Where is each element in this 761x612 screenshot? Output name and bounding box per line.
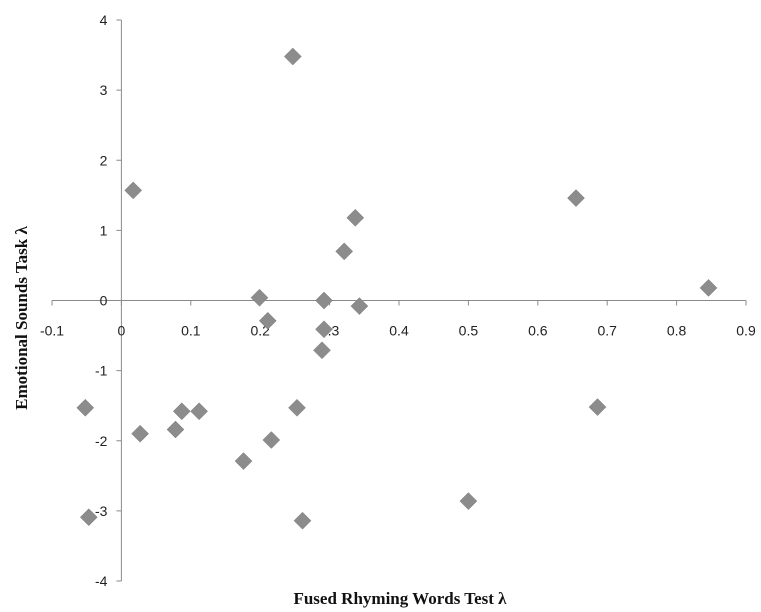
y-tick-label: -2	[95, 433, 108, 449]
data-points	[76, 47, 718, 530]
data-point	[288, 398, 306, 417]
y-tick-label: 2	[100, 152, 108, 168]
data-point	[459, 492, 478, 510]
data-point	[350, 297, 369, 315]
y-tick-label: 3	[100, 82, 108, 98]
data-point	[79, 508, 98, 527]
y-tick-label: 1	[100, 222, 108, 238]
y-tick-labels: 4 3 2 1 0 -1 -2 -3 -4	[95, 12, 108, 589]
data-point	[315, 291, 333, 310]
x-tick-label: 0.7	[597, 323, 617, 339]
data-point	[335, 242, 354, 261]
data-point	[190, 402, 208, 421]
data-point	[567, 189, 585, 207]
x-tick-label: 0.4	[389, 323, 409, 339]
data-point	[346, 208, 365, 227]
x-tick-label: 0.5	[459, 323, 479, 339]
data-point	[172, 402, 191, 421]
x-tick-label: 0.1	[181, 323, 201, 339]
y-tick-label: 4	[100, 12, 108, 28]
x-tick-label: 0.9	[736, 323, 756, 339]
y-tick-label: 0	[100, 293, 108, 309]
x-tick-label: -0.1	[40, 323, 64, 339]
data-point	[234, 452, 253, 470]
data-point	[313, 341, 331, 360]
data-point	[124, 181, 143, 200]
x-axis-title: Fused Rhyming Words Test λ	[293, 589, 507, 608]
data-point	[258, 311, 277, 330]
data-point	[283, 47, 302, 66]
data-point	[166, 420, 185, 439]
y-tick-label: -1	[95, 363, 108, 379]
data-point	[293, 511, 312, 530]
data-point	[699, 279, 718, 297]
y-axis-title: Emotional Sounds Task λ	[12, 226, 31, 410]
data-point	[588, 398, 607, 416]
data-point	[315, 320, 333, 339]
x-tick-label: 0.6	[528, 323, 548, 339]
data-point	[262, 431, 281, 449]
x-tick-label: 0.8	[667, 323, 687, 339]
x-tick-label: 0	[118, 323, 126, 339]
plot-area	[51, 19, 747, 582]
y-tick-label: -4	[95, 573, 108, 589]
x-tick-labels: -0.100.10.20.30.40.50.60.70.80.9	[40, 323, 756, 339]
data-point	[76, 398, 95, 417]
data-point	[250, 288, 269, 307]
data-point	[131, 424, 149, 443]
y-tick-label: -3	[95, 503, 108, 519]
